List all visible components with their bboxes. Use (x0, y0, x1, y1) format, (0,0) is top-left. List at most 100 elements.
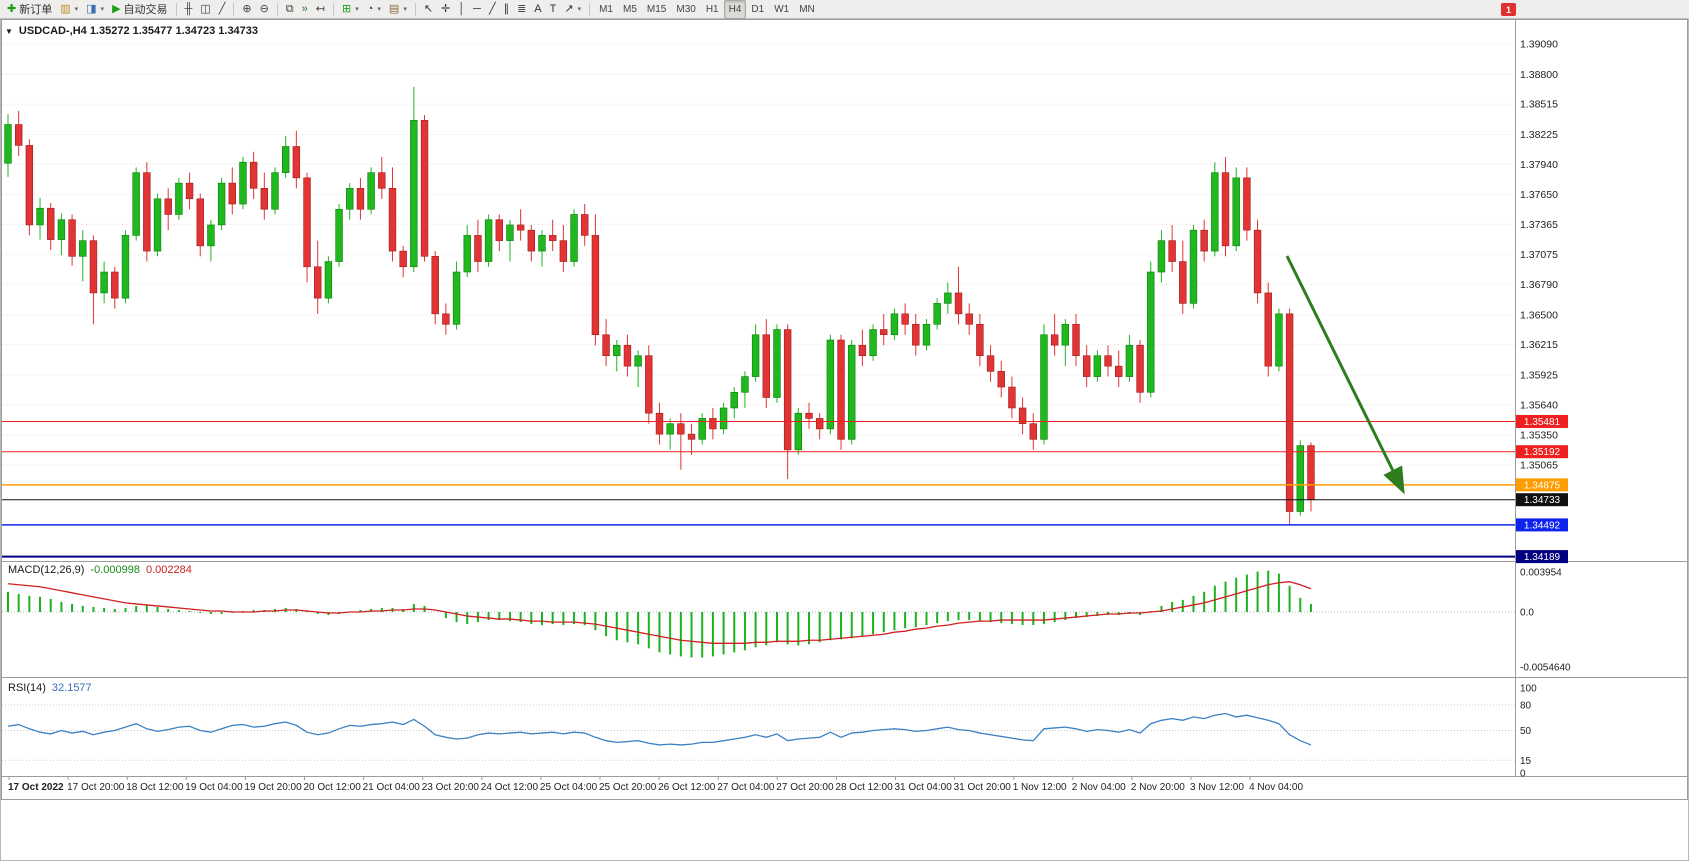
autotrading-play-icon: ▶ (112, 2, 121, 15)
timeframe-d1[interactable]: D1 (751, 3, 765, 15)
line-chart-button[interactable]: ╱ (215, 0, 230, 19)
svg-text:50: 50 (1520, 726, 1532, 737)
trendline-button[interactable]: ╱ (485, 0, 500, 19)
collapse-chart-icon[interactable]: ▼ (5, 27, 13, 36)
svg-text:1.37365: 1.37365 (1520, 219, 1558, 231)
timeframe-w1[interactable]: W1 (774, 3, 790, 15)
svg-text:4 Nov 04:00: 4 Nov 04:00 (1249, 782, 1303, 793)
autotrading-button[interactable]: ▶ 自动交易 (108, 0, 171, 19)
vertical-line-icon: │ (458, 2, 466, 15)
price-line-label: 1.35192 (1516, 445, 1568, 459)
text-button[interactable]: A (530, 0, 545, 19)
svg-text:1.37650: 1.37650 (1520, 189, 1558, 201)
toolbar-separator (233, 2, 235, 16)
tile-windows-button[interactable]: ⧉ (282, 0, 298, 19)
chevron-down-icon: ▾ (74, 6, 79, 13)
symbol-ohlc-text: USDCAD-,H4 1.35272 1.35477 1.34723 1.347… (18, 25, 259, 37)
bar-chart-button[interactable]: ╫ (181, 0, 197, 19)
toolbar-group-tools: ↖ ✛ │ ─ ╱ ∥ ≣ A T ↗ ▾ (420, 0, 585, 18)
candlestick-icon: ◫ (200, 2, 211, 15)
rsi-line (7, 712, 1312, 746)
text-icon: A (534, 2, 542, 15)
svg-text:1.35350: 1.35350 (1520, 430, 1558, 442)
macd-signal-value: 0.002284 (145, 564, 192, 576)
svg-text:28 Oct 12:00: 28 Oct 12:00 (835, 782, 893, 793)
svg-text:31 Oct 20:00: 31 Oct 20:00 (954, 782, 1012, 793)
profiles-button[interactable]: ◨ ▾ (82, 0, 108, 19)
new-chart-button[interactable]: ▥ ▾ (56, 0, 82, 19)
svg-text:27 Oct 20:00: 27 Oct 20:00 (776, 782, 834, 793)
svg-text:1.38515: 1.38515 (1520, 99, 1558, 111)
svg-text:31 Oct 04:00: 31 Oct 04:00 (895, 782, 953, 793)
svg-text:1.36790: 1.36790 (1520, 279, 1558, 291)
svg-text:1.37075: 1.37075 (1520, 249, 1558, 261)
trend-arrow[interactable] (1285, 255, 1405, 495)
indicators-button[interactable]: ⊞ ▾ (338, 0, 363, 19)
timeframe-h1[interactable]: H1 (705, 3, 719, 15)
zoom-in-button[interactable]: ⊕ (238, 0, 255, 19)
chevron-down-icon: ▾ (377, 6, 381, 13)
channel-button[interactable]: ∥ (500, 0, 514, 19)
svg-text:-0.0054640: -0.0054640 (1520, 663, 1571, 674)
chevron-down-icon: ▾ (403, 6, 407, 13)
tile-windows-icon: ⧉ (285, 2, 294, 15)
svg-text:1.34733: 1.34733 (1524, 495, 1561, 506)
timeframe-mn[interactable]: MN (799, 3, 815, 15)
svg-text:1.36500: 1.36500 (1520, 309, 1558, 321)
svg-text:1.39090: 1.39090 (1520, 39, 1558, 51)
autotrading-button-label: 自动交易 (123, 4, 168, 16)
candlesticks (4, 86, 1315, 525)
timeframe-h4[interactable]: H4 (723, 0, 747, 19)
chevron-down-icon: ▾ (355, 6, 359, 13)
timeframe-m30[interactable]: M30 (676, 3, 696, 15)
svg-text:20 Oct 12:00: 20 Oct 12:00 (304, 782, 362, 793)
svg-text:0.003954: 0.003954 (1520, 568, 1562, 579)
window-borders (1, 19, 1688, 800)
svg-text:0.0: 0.0 (1520, 608, 1534, 619)
arrows-button[interactable]: ↗ ▾ (560, 0, 585, 19)
chevron-down-icon: ▾ (577, 6, 582, 13)
crosshair-button[interactable]: ✛ (437, 0, 454, 19)
chart-shift-button[interactable]: ↤ (312, 0, 329, 19)
periods-clock-icon: ◔ (366, 2, 374, 15)
candlestick-button[interactable]: ◫ (196, 0, 214, 19)
time-axis: 17 Oct 2022 17 Oct 20:00 18 Oct 12:00 19 Oc… (8, 776, 1303, 793)
new-order-button[interactable]: ✚ 新订单 (3, 0, 56, 19)
toolbar-group-chart-type: ╫ ◫ ╱ (181, 0, 230, 18)
svg-text:18 Oct 12:00: 18 Oct 12:00 (126, 782, 184, 793)
notification-badge[interactable]: 1 (1501, 3, 1516, 16)
chart-shift-icon: ↤ (315, 2, 325, 15)
cursor-button[interactable]: ↖ (420, 0, 437, 19)
toolbar-group-timeframes: M1 M5 M15 M30 H1 H4 D1 W1 MN (594, 0, 820, 19)
periods-button[interactable]: ◔ ▾ (363, 0, 385, 19)
timeframe-m15[interactable]: M15 (646, 3, 667, 15)
svg-text:17 Oct 20:00: 17 Oct 20:00 (67, 782, 125, 793)
vertical-line-button[interactable]: │ (454, 0, 469, 19)
rsi-indicator-name: RSI(14) (8, 682, 46, 694)
rsi-axis: 100 80 50 15 0 (1520, 684, 1537, 780)
svg-text:27 Oct 04:00: 27 Oct 04:00 (717, 782, 775, 793)
svg-text:2 Nov 20:00: 2 Nov 20:00 (1131, 782, 1185, 793)
fibonacci-button[interactable]: ≣ (513, 0, 530, 19)
chevron-down-icon: ▾ (100, 6, 105, 13)
zoom-out-icon: ⊖ (259, 2, 269, 15)
zoom-in-icon: ⊕ (242, 2, 252, 15)
cursor-icon: ↖ (423, 2, 434, 15)
text-label-button[interactable]: T (546, 0, 561, 19)
text-label-icon: T (549, 2, 557, 15)
horizontal-line-button[interactable]: ─ (469, 0, 485, 19)
rsi-value: 32.1577 (51, 682, 92, 694)
channel-icon: ∥ (503, 2, 510, 15)
svg-text:1 Nov 12:00: 1 Nov 12:00 (1013, 782, 1067, 793)
timeframe-m1[interactable]: M1 (599, 3, 613, 15)
svg-text:17 Oct 2022: 17 Oct 2022 (8, 782, 64, 793)
svg-text:25 Oct 04:00: 25 Oct 04:00 (540, 782, 598, 793)
svg-text:1.36215: 1.36215 (1520, 339, 1558, 351)
timeframe-m5[interactable]: M5 (623, 3, 637, 15)
templates-button[interactable]: ▤ ▾ (385, 0, 411, 19)
toolbar-separator (175, 2, 177, 16)
svg-text:1.35065: 1.35065 (1520, 459, 1558, 471)
auto-scroll-button[interactable]: » (298, 0, 312, 19)
zoom-out-button[interactable]: ⊖ (256, 0, 273, 19)
